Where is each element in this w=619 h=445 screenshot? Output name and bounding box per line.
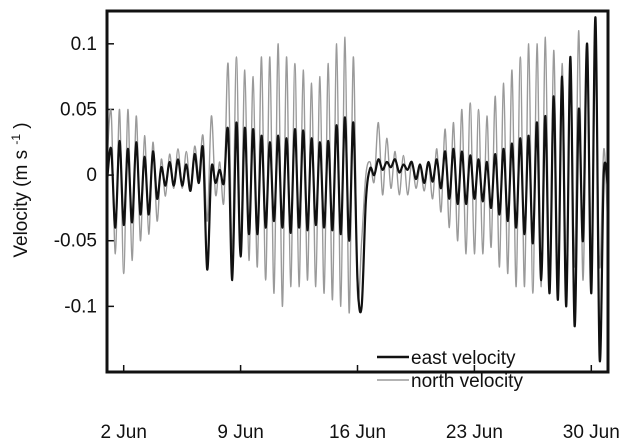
y-axis-label-superscript: -1 — [9, 134, 23, 145]
y-axis-label-main: Velocity (m s — [11, 150, 32, 258]
y-axis-label: Velocity (m s -1 ) — [9, 122, 32, 257]
legend: east velocity north velocity — [377, 348, 523, 392]
plot-frame — [105, 9, 610, 374]
y-tick-label: -0.05 — [54, 231, 97, 252]
x-tick-label: 30 Jun — [563, 422, 619, 443]
series-line-north-velocity — [107, 29, 608, 314]
legend-label-north-velocity: north velocity — [411, 371, 523, 392]
series-layer — [107, 16, 608, 363]
x-axis-tick-labels: 2 Jun 9 Jun 16 Jun 23 Jun 30 Jun — [100, 422, 619, 443]
y-axis-tick-labels: 0.1 0.05 0 -0.05 -0.1 — [54, 34, 97, 318]
y-tick-label: 0.1 — [71, 34, 97, 55]
y-tick-label: 0.05 — [60, 99, 97, 120]
y-tick-label: -0.1 — [64, 296, 97, 317]
legend-label-east-velocity: east velocity — [411, 348, 516, 369]
series-line-east-velocity — [107, 16, 608, 363]
y-axis-label-suffix: ) — [11, 122, 32, 128]
x-tick-label: 23 Jun — [446, 422, 503, 443]
x-tick-label: 2 Jun — [100, 422, 146, 443]
y-tick-label: 0 — [86, 165, 97, 186]
x-tick-label: 16 Jun — [329, 422, 386, 443]
x-tick-label: 9 Jun — [217, 422, 263, 443]
